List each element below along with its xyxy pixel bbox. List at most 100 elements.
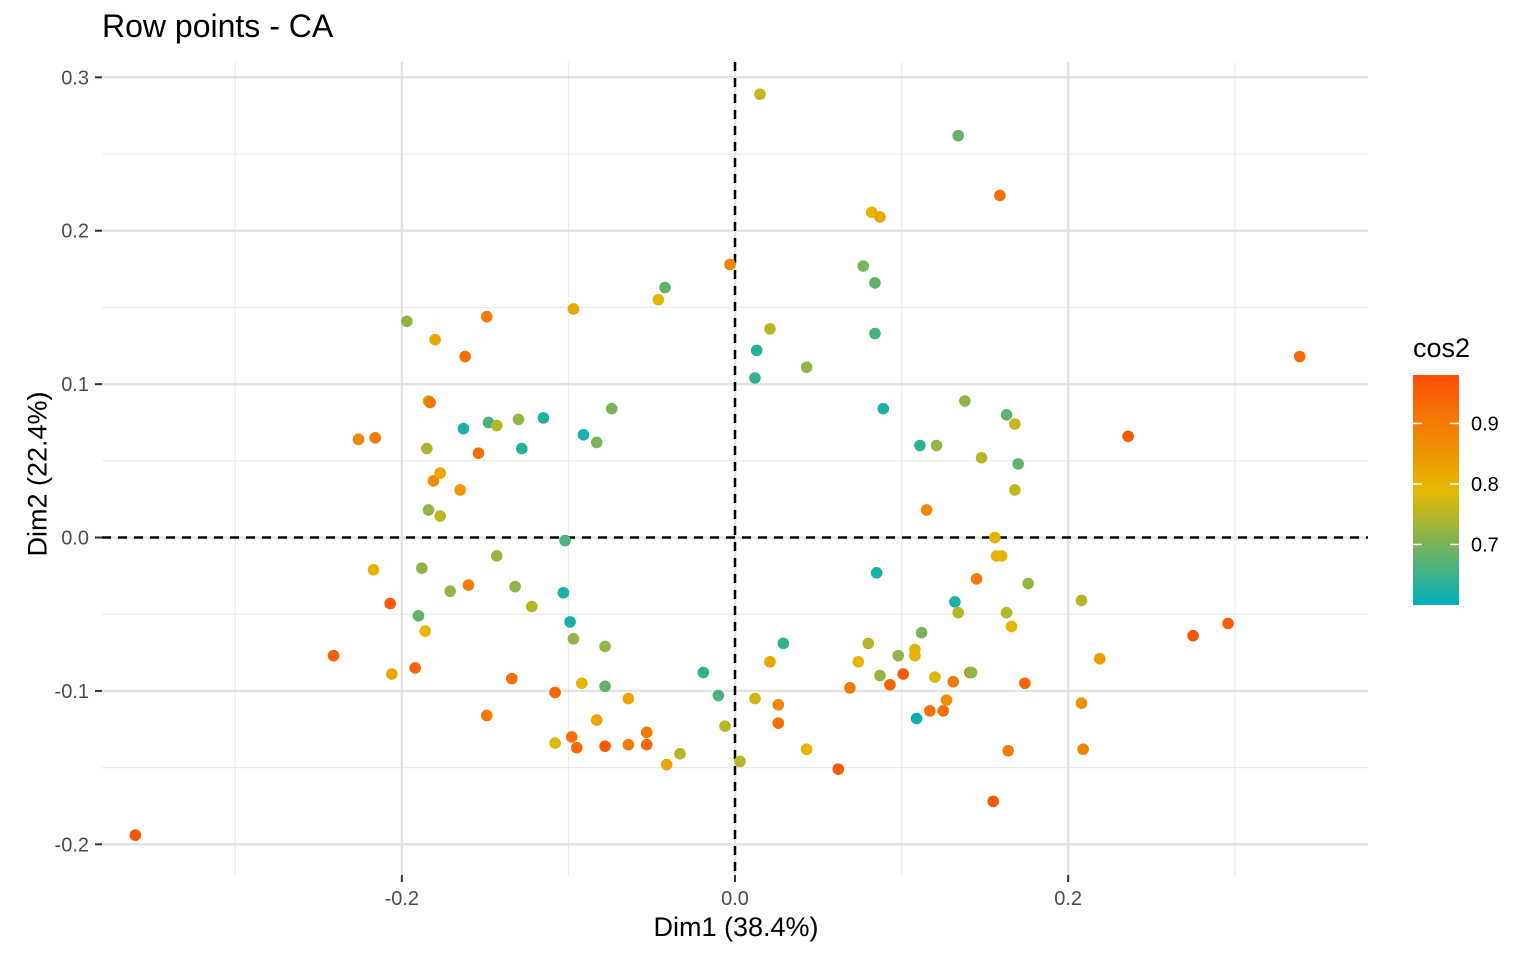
data-point — [505, 672, 518, 685]
data-point — [480, 310, 493, 323]
data-point — [734, 755, 746, 768]
y-axis-label: Dim2 (22.4%) — [22, 391, 53, 557]
data-point — [1022, 577, 1034, 590]
data-point — [1012, 458, 1024, 470]
data-point — [1187, 629, 1199, 642]
data-point — [929, 671, 941, 683]
x-tick-label: -0.2 — [385, 888, 419, 910]
data-point — [570, 741, 583, 754]
data-point — [622, 738, 635, 751]
data-point — [719, 720, 731, 733]
data-point — [444, 585, 456, 598]
data-point — [914, 439, 926, 452]
data-point — [590, 436, 603, 449]
data-point — [764, 655, 776, 668]
data-point — [857, 260, 870, 272]
data-point — [909, 649, 921, 662]
legend: 0.7 0.8 0.9 — [1413, 375, 1499, 605]
data-point — [512, 413, 525, 426]
data-point — [640, 738, 653, 751]
data-point — [515, 442, 528, 455]
data-point — [575, 677, 588, 690]
data-point — [525, 600, 538, 613]
data-points — [129, 88, 1306, 841]
data-point — [549, 737, 561, 749]
data-point — [959, 395, 971, 407]
data-point — [975, 451, 988, 464]
data-point — [429, 333, 441, 346]
y-tick-label: 0.2 — [61, 221, 89, 243]
data-point — [490, 419, 503, 432]
data-point — [749, 692, 761, 705]
data-point — [459, 350, 471, 363]
data-point — [844, 682, 856, 694]
data-point — [1009, 418, 1021, 430]
data-point — [754, 88, 766, 101]
data-point — [862, 637, 875, 650]
data-point — [910, 712, 923, 725]
data-point — [989, 531, 1001, 544]
data-point — [599, 680, 611, 693]
data-point — [940, 694, 953, 706]
data-point — [874, 211, 886, 223]
data-point — [749, 372, 761, 384]
data-point — [877, 402, 890, 415]
data-point — [564, 616, 576, 628]
data-point — [1009, 484, 1021, 496]
data-point — [970, 573, 983, 585]
data-point — [674, 748, 686, 760]
data-point — [965, 666, 978, 679]
data-point — [1293, 350, 1306, 363]
data-point — [490, 550, 503, 562]
x-tick-label: 0.0 — [721, 888, 749, 910]
data-point — [869, 327, 881, 340]
data-point — [1000, 409, 1013, 421]
data-point — [930, 439, 943, 452]
data-point — [590, 714, 603, 726]
chart-title: Row points - CA — [102, 8, 334, 44]
data-point — [472, 447, 485, 459]
data-point — [559, 534, 571, 547]
data-point — [565, 731, 578, 743]
data-point — [652, 293, 665, 306]
x-axis-label: Dim1 (38.4%) — [653, 912, 819, 942]
data-point — [422, 504, 435, 516]
data-point — [920, 504, 933, 516]
data-point — [427, 474, 440, 487]
y-tick-label: 0.3 — [61, 67, 89, 89]
y-tick-label: -0.2 — [55, 834, 89, 856]
data-point — [924, 705, 936, 717]
data-point — [622, 692, 635, 705]
data-point — [947, 675, 960, 688]
data-point — [605, 402, 618, 415]
data-point — [937, 705, 950, 717]
data-point — [712, 689, 725, 702]
data-point — [897, 668, 910, 680]
data-point — [994, 189, 1006, 202]
data-point — [412, 609, 425, 622]
data-point — [915, 626, 928, 639]
data-point — [1077, 743, 1089, 756]
data-point — [660, 758, 673, 771]
data-point — [987, 795, 999, 808]
data-point — [599, 740, 611, 752]
data-point — [1222, 617, 1234, 630]
y-tick-label: -0.1 — [55, 681, 89, 703]
data-point — [1094, 652, 1106, 665]
data-point — [869, 277, 881, 289]
data-point — [852, 655, 865, 668]
data-point — [457, 422, 470, 435]
data-point — [537, 412, 550, 424]
data-point — [764, 323, 776, 335]
data-point — [800, 361, 813, 374]
data-point — [884, 678, 896, 691]
data-point — [750, 344, 763, 357]
data-point — [567, 303, 580, 315]
legend-tick-label: 0.8 — [1471, 474, 1499, 496]
data-point — [697, 666, 710, 679]
data-point — [577, 428, 590, 441]
data-point — [892, 649, 905, 662]
data-point — [409, 662, 421, 674]
data-point — [462, 579, 475, 591]
axes: -0.2 0.0 0.2 -0.2 -0.1 0.0 0.1 0.2 0.3 — [55, 67, 1083, 910]
